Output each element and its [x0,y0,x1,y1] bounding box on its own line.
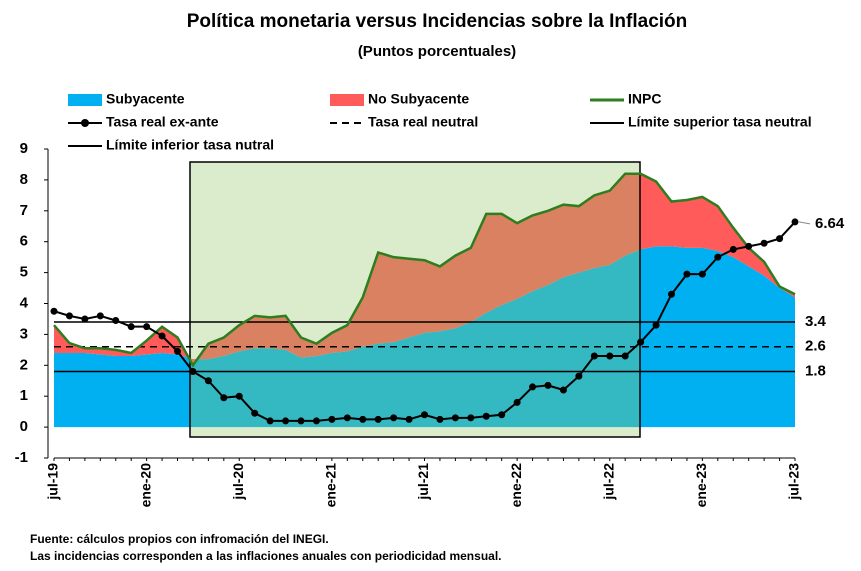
marker [791,218,799,226]
legend-swatch [68,94,102,106]
chart-subtitle: (Puntos porcentuales) [358,43,516,60]
marker [559,386,567,394]
marker [606,352,614,360]
marker [174,347,181,355]
y-tick-label: 1 [20,387,28,404]
reference-label: 2.6 [805,338,826,355]
y-tick-label: 3 [20,325,28,342]
x-tick-label: jul-23 [786,463,802,501]
y-tick-label: 6 [20,233,28,250]
legend-swatch [330,94,364,106]
marker [544,381,552,389]
x-tick-label: ene-22 [508,463,524,508]
marker [760,239,768,247]
marker [266,417,274,425]
x-tick-label: ene-20 [137,463,153,508]
x-tick-label: ene-23 [693,463,709,508]
y-tick-label: 8 [20,171,28,188]
marker [297,417,305,425]
marker [405,415,413,423]
footnote: Fuente: cálculos propios con infromación… [30,532,329,546]
chart-title: Política monetaria versus Incidencias so… [187,11,688,32]
x-tick-label: ene-21 [323,463,339,508]
marker [65,312,73,320]
marker [668,290,675,298]
marker [590,352,598,360]
marker [312,417,320,425]
reference-label: 3.4 [805,313,827,330]
y-tick-label: 9 [20,140,28,157]
marker [652,321,660,329]
marker [498,411,506,419]
legend-label: INPC [628,91,661,107]
marker [698,270,706,278]
marker [328,415,336,423]
marker [143,323,151,331]
marker [451,414,459,422]
marker [127,323,135,331]
marker [112,316,120,324]
marker [251,409,259,417]
x-tick-label: jul-19 [45,463,61,501]
highlight-region [189,161,641,438]
legend-label: Límite inferior tasa nutral [106,137,274,153]
y-tick-label: 5 [20,264,28,281]
marker [776,235,784,243]
marker [374,415,382,423]
marker [729,245,737,253]
plot [50,161,799,438]
area [54,173,795,366]
data-label: 6.64 [815,215,845,232]
y-tick-label: 7 [20,202,28,219]
x-tick-label: jul-22 [600,463,616,501]
marker [390,414,398,422]
area [54,246,795,428]
marker [575,372,583,380]
marker [637,338,645,346]
marker [513,398,521,406]
marker [220,394,228,402]
marker [436,415,444,423]
legend-label: Tasa real ex-ante [106,114,219,130]
marker [81,315,89,323]
marker [421,411,428,419]
marker [529,383,537,391]
x-tick-label: jul-20 [230,463,246,501]
y-tick-label: 2 [20,356,28,373]
legend-label: Tasa real neutral [368,114,478,130]
legend-label: Subyacente [106,91,185,107]
marker [50,307,58,315]
line [53,172,796,368]
marker [235,392,243,400]
marker [745,242,753,250]
marker [158,332,166,340]
y-tick-label: 4 [20,294,29,311]
x-tick-label: jul-21 [415,463,431,501]
marker [189,367,197,375]
y-tick-label: 0 [20,418,28,435]
marker [683,270,691,278]
footnote: Las incidencias corresponden a las infla… [30,549,502,563]
reference-label: 1.8 [805,362,826,379]
marker [282,417,290,425]
marker [482,412,490,420]
marker [96,312,104,320]
marker [467,414,475,422]
marker [204,377,212,385]
legend-label: No Subyacente [368,91,469,107]
leader [798,221,811,225]
marker [343,414,351,422]
legend-label: Límite superior tasa neutral [628,114,812,130]
y-tick-label: -1 [15,449,28,466]
marker [714,253,722,261]
legend-marker [81,119,89,127]
marker [621,352,629,360]
marker [359,415,367,423]
